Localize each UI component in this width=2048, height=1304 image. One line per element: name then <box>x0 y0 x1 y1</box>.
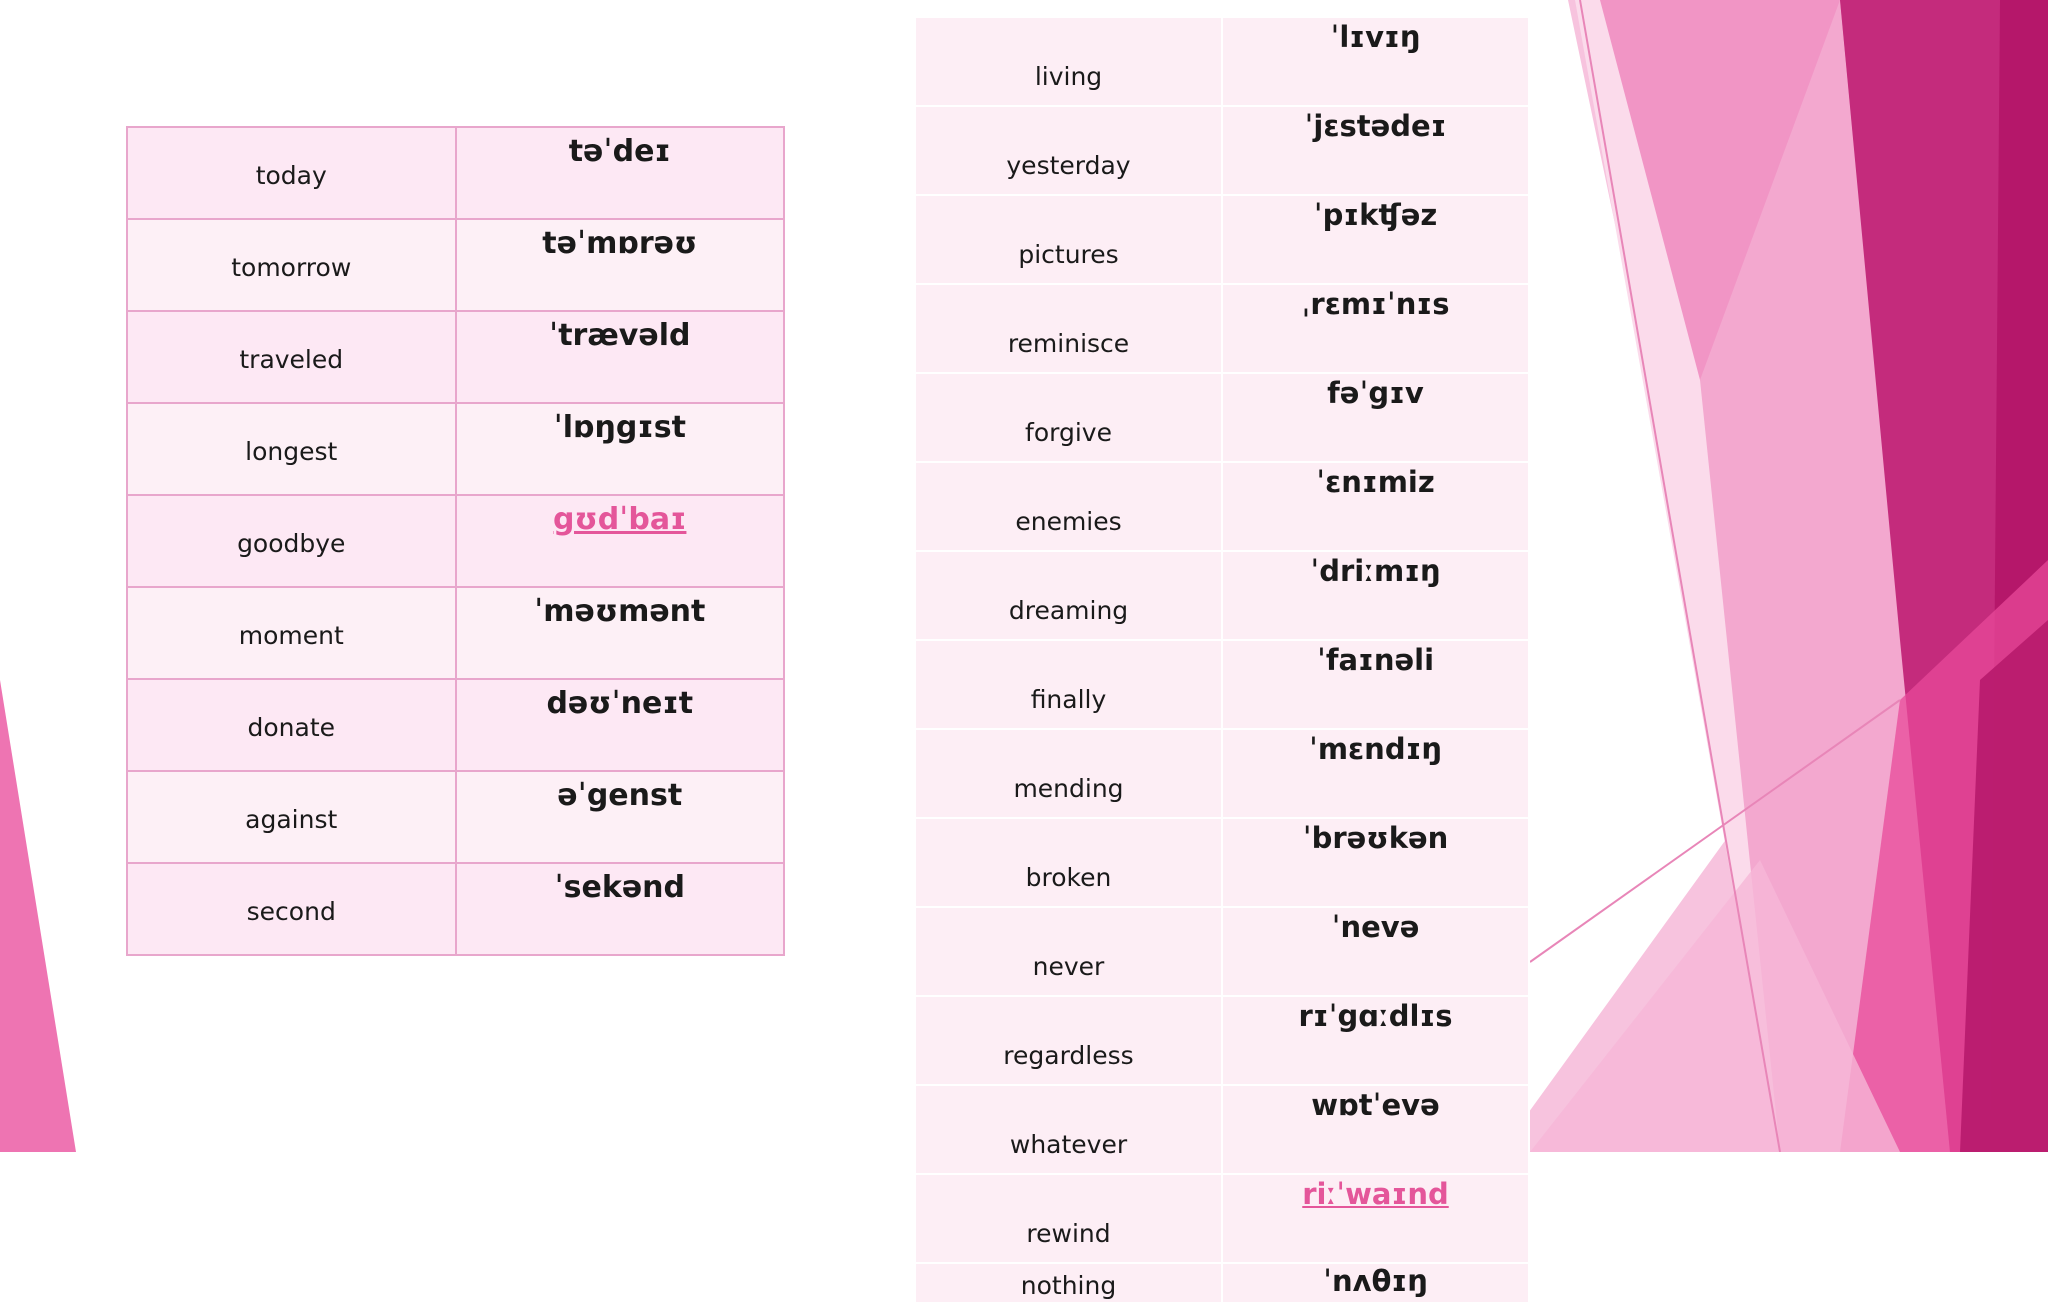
ipa-cell: ˈbrəʊkən <box>1221 817 1530 908</box>
word-cell: living <box>914 16 1223 107</box>
table-row: enemies ˈɛnɪmiz <box>914 461 1530 552</box>
word-cell: never <box>914 906 1223 997</box>
word-cell: forgive <box>914 372 1223 463</box>
table-row: broken ˈbrəʊkən <box>914 817 1530 908</box>
word-cell: second <box>126 862 457 956</box>
ipa-cell: ˈtrævəld <box>454 310 785 404</box>
vocabulary-table-left: today təˈdeɪ tomorrow təˈmɒrəʊ traveled ˈtræv… <box>126 126 785 956</box>
table-row: reminisce ˌrɛmɪˈnɪs <box>914 283 1530 374</box>
word-cell: broken <box>914 817 1223 908</box>
table-row: dreaming ˈdriːmɪŋ <box>914 550 1530 641</box>
table-row: never ˈnevə <box>914 906 1530 997</box>
word-cell: mending <box>914 728 1223 819</box>
ipa-cell: wɒtˈevə <box>1221 1084 1530 1175</box>
ipa-cell: gʊdˈbaɪ <box>454 494 785 588</box>
ipa-cell: ˈsekənd <box>454 862 785 956</box>
table-row: second ˈsekənd <box>126 862 785 956</box>
word-cell: against <box>126 770 457 864</box>
facet-left-bottom <box>0 680 76 1152</box>
ipa-cell: fəˈgɪv <box>1221 372 1530 463</box>
word-cell: yesterday <box>914 105 1223 196</box>
table-row: traveled ˈtrævəld <box>126 310 785 404</box>
facet-bottom-dark <box>1960 620 2048 1152</box>
word-cell: enemies <box>914 461 1223 552</box>
table-row: rewind riːˈwaɪnd <box>914 1173 1530 1264</box>
word-cell: dreaming <box>914 550 1223 641</box>
ipa-link[interactable]: riːˈwaɪnd <box>1302 1177 1449 1211</box>
word-cell: today <box>126 126 457 220</box>
table-row: against əˈgenst <box>126 770 785 864</box>
table-row: mending ˈmɛndɪŋ <box>914 728 1530 819</box>
word-cell: finally <box>914 639 1223 730</box>
ipa-cell: ˈlɒŋgɪst <box>454 402 785 496</box>
table-row: moment ˈməʊmənt <box>126 586 785 680</box>
decorative-background <box>0 0 2048 1152</box>
ipa-link[interactable]: gʊdˈbaɪ <box>553 502 687 537</box>
ipa-cell: dəʊˈneɪt <box>454 678 785 772</box>
ipa-cell: təˈmɒrəʊ <box>454 218 785 312</box>
table-row: donate dəʊˈneɪt <box>126 678 785 772</box>
ipa-cell: riːˈwaɪnd <box>1221 1173 1530 1264</box>
vocabulary-table-right-body: living ˈlɪvɪŋ yesterday ˈjɛstədeɪ pictures ˈp… <box>914 16 1530 1304</box>
word-cell: regardless <box>914 995 1223 1086</box>
table-row: living ˈlɪvɪŋ <box>914 16 1530 107</box>
ipa-cell: ˈɛnɪmiz <box>1221 461 1530 552</box>
word-cell: tomorrow <box>126 218 457 312</box>
table-row: longest ˈlɒŋgɪst <box>126 402 785 496</box>
ipa-cell: ˈdriːmɪŋ <box>1221 550 1530 641</box>
table-row: finally ˈfaɪnəli <box>914 639 1530 730</box>
word-cell: rewind <box>914 1173 1223 1264</box>
word-cell: pictures <box>914 194 1223 285</box>
ipa-cell: ˈnevə <box>1221 906 1530 997</box>
table-row: goodbye gʊdˈbaɪ <box>126 494 785 588</box>
table-row: today təˈdeɪ <box>126 126 785 220</box>
word-cell: goodbye <box>126 494 457 588</box>
ipa-cell: ˈlɪvɪŋ <box>1221 16 1530 107</box>
vocabulary-table-left-body: today təˈdeɪ tomorrow təˈmɒrəʊ traveled ˈtræv… <box>126 126 785 956</box>
ipa-cell: təˈdeɪ <box>454 126 785 220</box>
ipa-cell: ˈpɪkʧəz <box>1221 194 1530 285</box>
ipa-cell: rɪˈgɑːdlɪs <box>1221 995 1530 1086</box>
thin-line-cross <box>1529 699 1901 963</box>
table-row: forgive fəˈgɪv <box>914 372 1530 463</box>
table-row: regardless rɪˈgɑːdlɪs <box>914 995 1530 1086</box>
table-row: pictures ˈpɪkʧəz <box>914 194 1530 285</box>
table-row: yesterday ˈjɛstədeɪ <box>914 105 1530 196</box>
word-cell: donate <box>126 678 457 772</box>
ipa-cell: əˈgenst <box>454 770 785 864</box>
table-row: whatever wɒtˈevə <box>914 1084 1530 1175</box>
word-cell: whatever <box>914 1084 1223 1175</box>
ipa-cell: ˈnʌθɪŋ <box>1221 1262 1530 1304</box>
table-row: nothing ˈnʌθɪŋ <box>914 1262 1530 1304</box>
ipa-cell: ˈməʊmənt <box>454 586 785 680</box>
vocabulary-table-right: living ˈlɪvɪŋ yesterday ˈjɛstədeɪ pictures ˈp… <box>914 16 1530 1304</box>
word-cell: nothing <box>914 1262 1223 1304</box>
ipa-cell: ˈjɛstədeɪ <box>1221 105 1530 196</box>
ipa-cell: ˈfaɪnəli <box>1221 639 1530 730</box>
word-cell: reminisce <box>914 283 1223 374</box>
ipa-cell: ˌrɛmɪˈnɪs <box>1221 283 1530 374</box>
ipa-cell: ˈmɛndɪŋ <box>1221 728 1530 819</box>
table-row: tomorrow təˈmɒrəʊ <box>126 218 785 312</box>
word-cell: moment <box>126 586 457 680</box>
word-cell: traveled <box>126 310 457 404</box>
word-cell: longest <box>126 402 457 496</box>
facet-bottom-light <box>1530 860 1900 1152</box>
thin-line-diagonal <box>1579 0 1781 1152</box>
